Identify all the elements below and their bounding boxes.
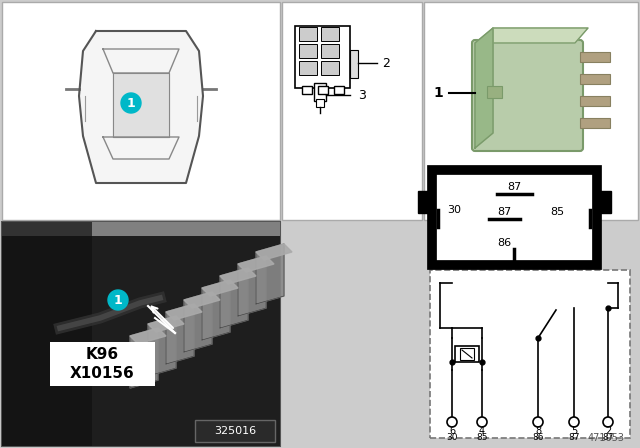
Text: 86: 86 — [497, 238, 511, 248]
Circle shape — [447, 417, 457, 427]
Bar — [2, 222, 280, 446]
Bar — [334, 86, 344, 94]
Bar — [314, 83, 326, 101]
Bar — [195, 420, 275, 442]
Text: 85: 85 — [476, 432, 488, 441]
Polygon shape — [79, 31, 203, 183]
Bar — [487, 86, 502, 98]
Bar — [430, 270, 630, 438]
Text: 1: 1 — [114, 293, 122, 306]
Text: 30: 30 — [446, 432, 458, 441]
Circle shape — [603, 417, 613, 427]
Text: 87: 87 — [568, 432, 580, 441]
Bar — [299, 27, 317, 41]
Polygon shape — [148, 316, 184, 332]
Polygon shape — [256, 244, 292, 260]
Polygon shape — [475, 28, 493, 148]
Bar — [318, 86, 328, 94]
Bar — [2, 2, 280, 220]
Polygon shape — [184, 292, 212, 352]
Polygon shape — [166, 304, 194, 364]
Text: 85: 85 — [550, 207, 564, 217]
Bar — [316, 99, 324, 107]
Text: 5: 5 — [571, 426, 577, 436]
Text: 87: 87 — [602, 432, 614, 441]
Polygon shape — [202, 280, 230, 340]
Polygon shape — [166, 304, 202, 320]
Text: 6: 6 — [449, 426, 455, 436]
Circle shape — [533, 417, 543, 427]
Bar — [299, 44, 317, 58]
Polygon shape — [220, 268, 248, 328]
Bar — [432, 170, 597, 265]
Text: 1: 1 — [127, 96, 136, 109]
Bar — [418, 191, 434, 213]
Text: 8: 8 — [535, 426, 541, 436]
Bar — [455, 346, 479, 362]
Text: 325016: 325016 — [214, 426, 256, 436]
Bar — [2, 222, 280, 236]
Bar — [321, 61, 339, 75]
Text: 2: 2 — [382, 56, 390, 69]
Text: 87: 87 — [507, 182, 521, 192]
Bar — [424, 2, 638, 220]
Bar — [299, 61, 317, 75]
Polygon shape — [148, 316, 176, 376]
Polygon shape — [238, 256, 266, 316]
Polygon shape — [184, 292, 220, 308]
Bar — [282, 2, 422, 220]
Bar — [50, 342, 155, 386]
Text: 30: 30 — [447, 205, 461, 215]
Text: 471053: 471053 — [588, 433, 625, 443]
Circle shape — [477, 417, 487, 427]
Text: 86: 86 — [532, 432, 544, 441]
Polygon shape — [130, 328, 158, 388]
Circle shape — [108, 290, 128, 310]
Polygon shape — [238, 256, 274, 272]
Bar — [350, 50, 358, 78]
Polygon shape — [256, 244, 284, 304]
Polygon shape — [130, 328, 166, 344]
Bar — [295, 26, 350, 88]
Circle shape — [569, 417, 579, 427]
Text: 87: 87 — [497, 207, 511, 217]
Polygon shape — [480, 28, 588, 43]
Bar — [2, 222, 92, 446]
Text: 4: 4 — [479, 426, 485, 436]
Text: 2: 2 — [605, 426, 611, 436]
Bar — [302, 86, 312, 94]
Circle shape — [121, 93, 141, 113]
Text: K96
X10156: K96 X10156 — [70, 347, 134, 381]
Bar — [321, 44, 339, 58]
Bar — [580, 96, 610, 106]
Bar — [321, 27, 339, 41]
Bar — [460, 348, 474, 360]
Bar — [2, 222, 280, 446]
Polygon shape — [220, 268, 256, 284]
Text: 3: 3 — [358, 89, 366, 102]
Polygon shape — [113, 73, 169, 137]
Bar — [595, 191, 611, 213]
Bar — [580, 74, 610, 84]
Polygon shape — [202, 280, 238, 296]
Bar — [580, 118, 610, 128]
FancyBboxPatch shape — [472, 40, 583, 151]
Text: 1: 1 — [433, 86, 443, 100]
Bar — [580, 52, 610, 62]
